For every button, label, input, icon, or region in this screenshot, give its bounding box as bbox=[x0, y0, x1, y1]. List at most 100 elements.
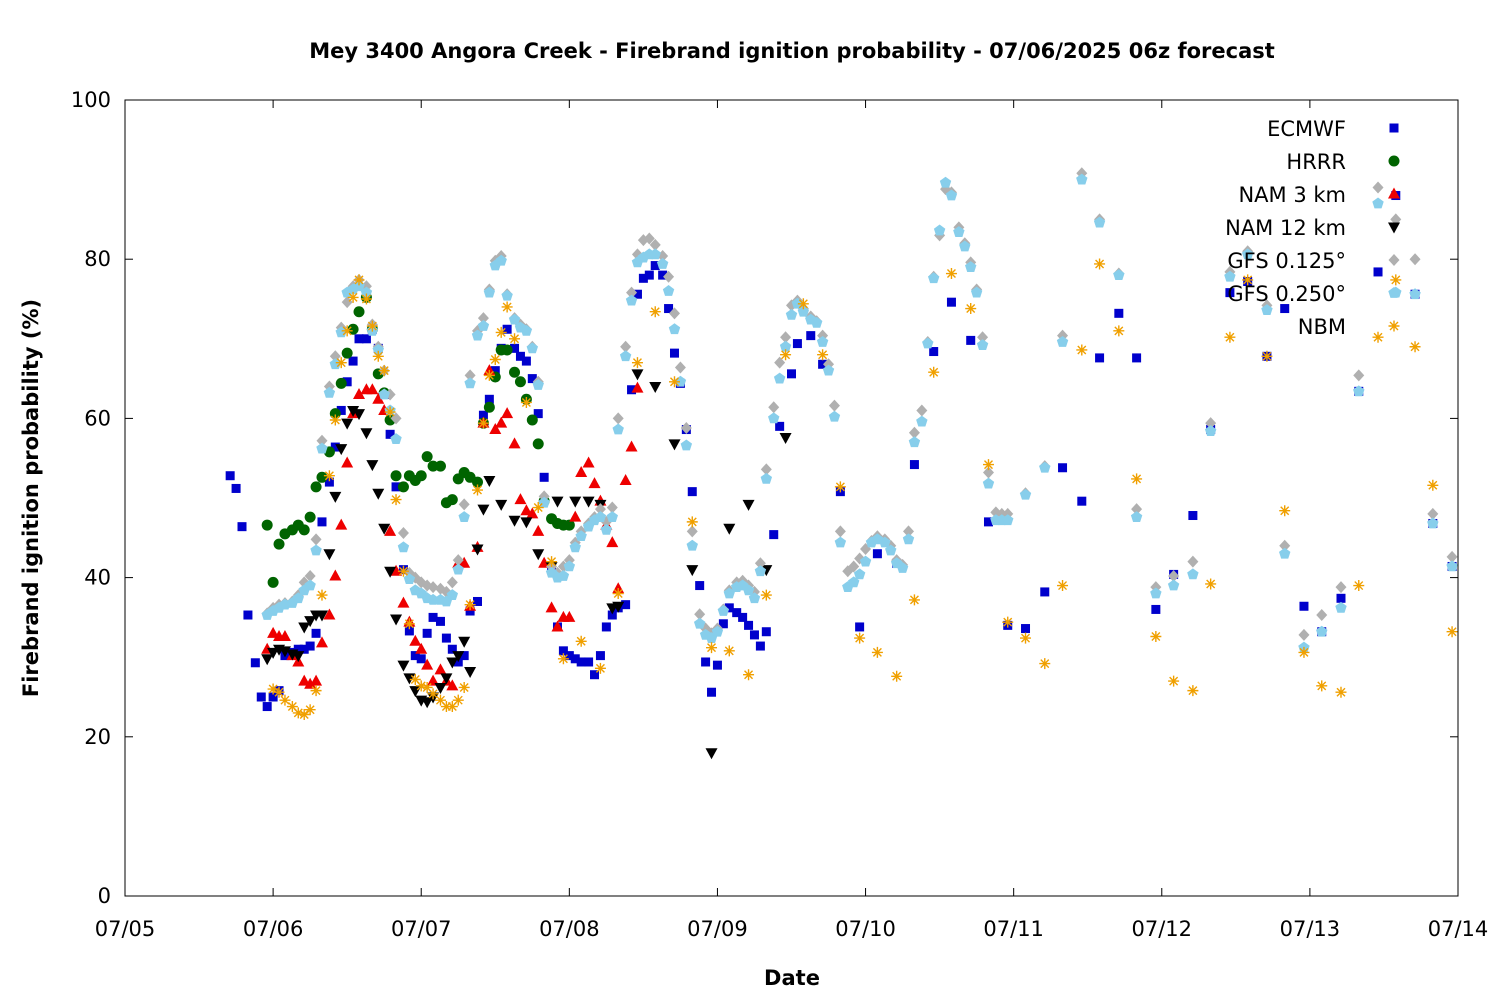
data-point bbox=[299, 644, 309, 654]
data-point bbox=[693, 617, 706, 629]
plot-frame bbox=[124, 99, 1459, 897]
data-point bbox=[668, 323, 681, 335]
data-point bbox=[760, 472, 773, 484]
data-point bbox=[1279, 539, 1291, 552]
data-point bbox=[508, 515, 521, 527]
data-point bbox=[459, 651, 469, 661]
data-point bbox=[822, 364, 835, 376]
data-point bbox=[1224, 270, 1236, 282]
data-point bbox=[686, 525, 698, 538]
data-point bbox=[1168, 675, 1180, 687]
data-point bbox=[458, 636, 471, 648]
data-point bbox=[1113, 325, 1125, 337]
data-point bbox=[484, 394, 494, 404]
data-point bbox=[769, 530, 779, 540]
data-point bbox=[879, 536, 891, 548]
data-point bbox=[458, 681, 470, 693]
data-point bbox=[871, 646, 883, 658]
data-point bbox=[545, 601, 558, 613]
data-point bbox=[390, 433, 402, 444]
data-point bbox=[724, 603, 734, 613]
data-point bbox=[631, 369, 644, 381]
data-point bbox=[360, 286, 373, 298]
data-point bbox=[896, 562, 909, 573]
data-point bbox=[674, 361, 686, 374]
data-point bbox=[446, 494, 458, 506]
legend-marker bbox=[1388, 320, 1400, 332]
data-point bbox=[575, 635, 587, 647]
data-point bbox=[416, 654, 426, 664]
data-point bbox=[582, 496, 595, 508]
data-point bbox=[489, 353, 501, 365]
y-tick-label: 80 bbox=[84, 247, 111, 271]
data-point bbox=[606, 501, 618, 514]
data-point bbox=[909, 460, 919, 470]
data-point bbox=[526, 507, 539, 519]
data-point bbox=[324, 477, 334, 487]
data-point bbox=[1019, 488, 1032, 500]
data-point bbox=[780, 349, 792, 361]
data-point bbox=[378, 388, 390, 400]
data-point bbox=[366, 320, 378, 332]
data-point bbox=[378, 365, 390, 377]
data-point bbox=[818, 359, 828, 369]
data-point bbox=[711, 625, 724, 637]
data-point bbox=[329, 414, 341, 426]
data-point bbox=[1151, 604, 1161, 614]
data-point bbox=[410, 651, 420, 661]
data-point bbox=[588, 477, 601, 489]
data-point bbox=[421, 697, 434, 709]
data-point bbox=[1316, 609, 1328, 622]
data-point bbox=[834, 481, 846, 493]
data-point bbox=[1058, 463, 1068, 473]
data-point bbox=[452, 554, 464, 567]
data-point bbox=[859, 555, 872, 567]
data-point bbox=[1335, 581, 1347, 594]
data-point bbox=[1353, 385, 1365, 397]
data-point bbox=[1261, 350, 1273, 362]
legend: ECMWF HRRR NAM 3 km NAM 12 km GFS 0.125° GFS … bbox=[1225, 117, 1400, 339]
data-point bbox=[650, 261, 660, 271]
data-point bbox=[1336, 593, 1346, 603]
data-point bbox=[1205, 578, 1217, 590]
data-point bbox=[515, 351, 525, 361]
data-point bbox=[649, 382, 662, 394]
data-point bbox=[427, 688, 439, 700]
data-point bbox=[409, 634, 422, 646]
data-point bbox=[225, 471, 235, 481]
data-point bbox=[452, 563, 464, 575]
legend-marker bbox=[1389, 123, 1399, 133]
data-point bbox=[966, 335, 976, 345]
data-point bbox=[502, 324, 512, 334]
data-point bbox=[1114, 308, 1124, 318]
data-point bbox=[421, 681, 433, 693]
data-point bbox=[806, 331, 816, 341]
data-point bbox=[1409, 341, 1421, 353]
data-point bbox=[310, 674, 323, 686]
data-point bbox=[718, 619, 728, 629]
data-point bbox=[427, 593, 439, 605]
data-point bbox=[1132, 353, 1142, 363]
data-point bbox=[723, 645, 735, 657]
data-point bbox=[669, 348, 679, 358]
data-point bbox=[298, 674, 311, 686]
data-point bbox=[768, 401, 780, 414]
data-point bbox=[311, 628, 321, 638]
data-point bbox=[551, 620, 564, 632]
data-point bbox=[965, 261, 977, 273]
data-point bbox=[1150, 631, 1162, 643]
data-point bbox=[347, 323, 359, 335]
data-point bbox=[663, 270, 675, 283]
data-point bbox=[1093, 216, 1106, 228]
data-point bbox=[1002, 514, 1014, 526]
data-point bbox=[551, 496, 564, 508]
data-point bbox=[563, 560, 576, 572]
data-point bbox=[509, 333, 521, 345]
data-point bbox=[256, 692, 266, 702]
data-point bbox=[797, 298, 809, 310]
data-point bbox=[489, 423, 502, 435]
data-point bbox=[834, 525, 846, 538]
data-point bbox=[1279, 547, 1291, 559]
data-point bbox=[1446, 560, 1458, 572]
legend-marker bbox=[1388, 254, 1400, 266]
